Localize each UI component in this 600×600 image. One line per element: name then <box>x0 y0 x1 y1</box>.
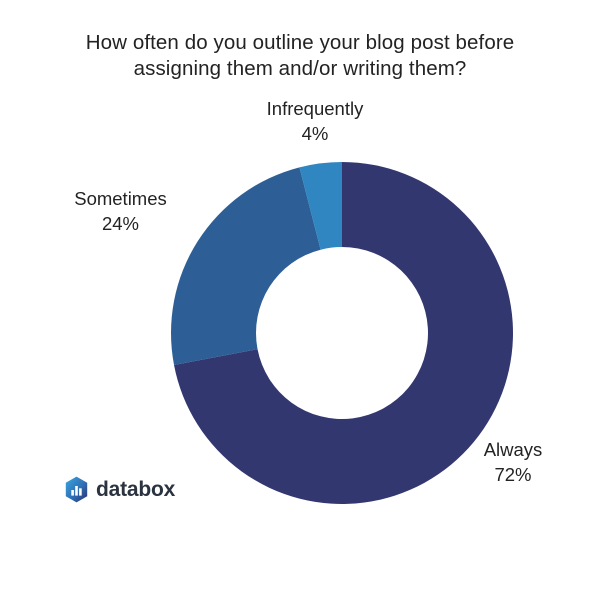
slice-label-always-value: 72% <box>494 464 532 485</box>
slice-label-sometimes-value: 24% <box>101 213 140 234</box>
donut-slice-sometimes <box>171 167 321 366</box>
slice-label-always: Always 72% <box>443 437 583 487</box>
donut-slice-infrequently <box>299 162 342 250</box>
databox-logo: databox <box>64 476 175 503</box>
slice-label-infrequently-name: Infrequently <box>266 98 364 119</box>
slice-label-sometimes: Sometimes 24% <box>38 186 203 236</box>
slice-label-infrequently: Infrequently 4% <box>235 96 395 146</box>
slice-label-sometimes-name: Sometimes <box>74 188 167 209</box>
chart-title-line-1: How often do you outline your blog post … <box>85 31 515 54</box>
slice-label-infrequently-value: 4% <box>301 123 329 144</box>
donut-slice-always <box>174 162 514 504</box>
slice-label-always-name: Always <box>483 439 543 460</box>
donut-slice-group <box>171 162 514 504</box>
chart-title: How often do you outline your blog post … <box>50 30 550 82</box>
databox-wordmark: databox <box>96 478 176 501</box>
databox-hexagon-icon <box>65 476 88 503</box>
chart-title-line-2: assigning them and/or writing them? <box>133 57 467 80</box>
